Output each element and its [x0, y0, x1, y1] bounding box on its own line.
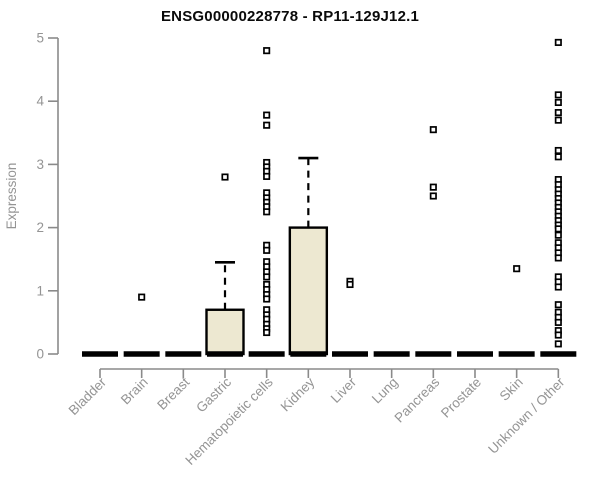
- outlier-point: [429, 183, 437, 191]
- outlier-point: [554, 225, 562, 233]
- x-tick-label: Liver: [328, 374, 360, 406]
- outlier-point: [554, 231, 562, 239]
- outlier-point: [221, 173, 229, 181]
- y-tick-label: 5: [36, 31, 44, 46]
- y-tick-label: 4: [36, 94, 44, 109]
- outlier-point: [554, 38, 562, 46]
- outlier-point: [263, 208, 271, 216]
- x-tick-label: Unknown / Other: [485, 374, 568, 457]
- outlier-point: [554, 109, 562, 117]
- x-tick-label: Kidney: [278, 374, 318, 414]
- outlier-point: [429, 126, 437, 134]
- box: [288, 226, 329, 356]
- outlier-point: [554, 116, 562, 124]
- outlier-point: [554, 331, 562, 339]
- outlier-point: [554, 318, 562, 326]
- x-tick-label: Bladder: [66, 374, 110, 418]
- outlier-point: [554, 146, 562, 155]
- outlier-point: [263, 295, 271, 303]
- x-tick-label: Lung: [369, 375, 401, 407]
- outlier-point: [138, 293, 146, 301]
- box: [205, 308, 245, 356]
- y-tick-label: 0: [36, 347, 44, 362]
- outlier-point: [263, 273, 271, 281]
- chart-title: ENSG00000228778 - RP11-129J12.1: [160, 8, 420, 25]
- x-tick-label: Breast: [154, 374, 192, 412]
- x-tick-label: Brain: [118, 375, 151, 408]
- outlier-point: [263, 47, 271, 55]
- outlier-point: [263, 111, 271, 119]
- outlier-point: [554, 301, 562, 309]
- outlier-point: [554, 283, 562, 291]
- outlier-point: [513, 265, 521, 273]
- outlier-point: [263, 246, 271, 254]
- outlier-point: [554, 153, 562, 161]
- outlier-point: [554, 91, 562, 99]
- outlier-point: [263, 121, 271, 129]
- y-axis-title: Expression: [4, 163, 19, 230]
- x-tick-label: Skin: [497, 375, 526, 404]
- outlier-point: [554, 98, 562, 107]
- x-tick-label: Prostate: [438, 375, 484, 421]
- outlier-point: [263, 172, 271, 180]
- outlier-point: [346, 280, 354, 289]
- outlier-point: [554, 340, 562, 348]
- x-tick-label: Gastric: [193, 374, 234, 415]
- y-tick-label: 1: [36, 283, 44, 298]
- y-tick-label: 3: [36, 157, 44, 172]
- outlier-point: [263, 328, 271, 337]
- outlier-point: [554, 254, 562, 262]
- outlier-point: [429, 192, 437, 200]
- y-tick-label: 2: [36, 220, 44, 235]
- x-tick-label: Pancreas: [392, 374, 443, 425]
